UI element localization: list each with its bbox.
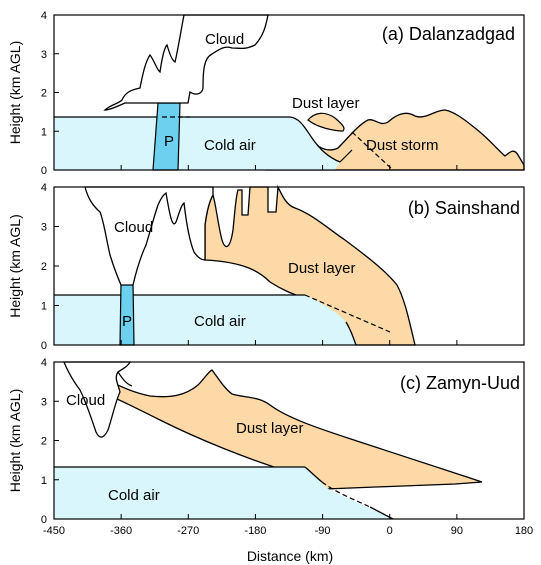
label: Dust layer	[288, 260, 356, 277]
x-tick-label: 90	[451, 525, 463, 537]
cold-air	[54, 117, 340, 170]
y-tick-label: 4	[41, 10, 47, 22]
y-tick-label: 0	[41, 165, 47, 177]
y-tick-label: 1	[41, 126, 47, 138]
x-tick-label: -180	[244, 525, 266, 537]
x-axis-label: Distance (km)	[247, 548, 333, 564]
x-tick-label: -90	[315, 525, 331, 537]
panel-title: (c) Zamyn-Uud	[400, 373, 520, 393]
y-tick-label: 2	[41, 261, 47, 273]
y-tick-label: 3	[41, 222, 47, 234]
y-tick-label: 2	[41, 88, 47, 100]
x-tick-label: -270	[177, 525, 199, 537]
y-tick-label: 4	[41, 357, 47, 369]
cloud	[105, 15, 268, 110]
label: Cold air	[108, 487, 160, 504]
dust-layer	[308, 113, 344, 131]
y-tick-label: 4	[41, 182, 47, 194]
panel-title: (a) Dalanzadgad	[382, 24, 515, 44]
y-tick-label: 3	[41, 49, 47, 61]
x-tick-label: -360	[110, 525, 132, 537]
y-axis-label: Height (km AGL)	[7, 389, 23, 492]
x-tick-label: 180	[515, 525, 533, 537]
x-tick-label: -450	[43, 525, 65, 537]
y-tick-label: 3	[41, 396, 47, 408]
cloud-edge	[118, 372, 132, 386]
y-tick-label: 0	[41, 340, 47, 352]
cloud	[85, 187, 213, 285]
figure: (a) Dalanzadgad Cloud Dust layer P Cold …	[0, 0, 541, 565]
panel-title: (b) Sainshand	[408, 198, 520, 218]
label: Dust layer	[236, 420, 304, 437]
label: P	[164, 133, 174, 150]
label: Cold air	[194, 313, 246, 330]
label: Cold air	[204, 137, 256, 154]
label: Cloud	[205, 31, 244, 48]
label: Dust storm	[366, 137, 439, 154]
y-tick-label: 1	[41, 475, 47, 487]
y-tick-label: 1	[41, 301, 47, 313]
label: Dust layer	[292, 95, 360, 112]
y-axis-label: Height (km AGL)	[7, 41, 23, 144]
x-tick-label: 0	[387, 525, 393, 537]
y-axis-label: Height (km AGL)	[7, 214, 23, 317]
label: Cloud	[114, 219, 153, 236]
label: P	[122, 313, 132, 330]
y-tick-label: 2	[41, 436, 47, 448]
label: Cloud	[66, 392, 105, 409]
